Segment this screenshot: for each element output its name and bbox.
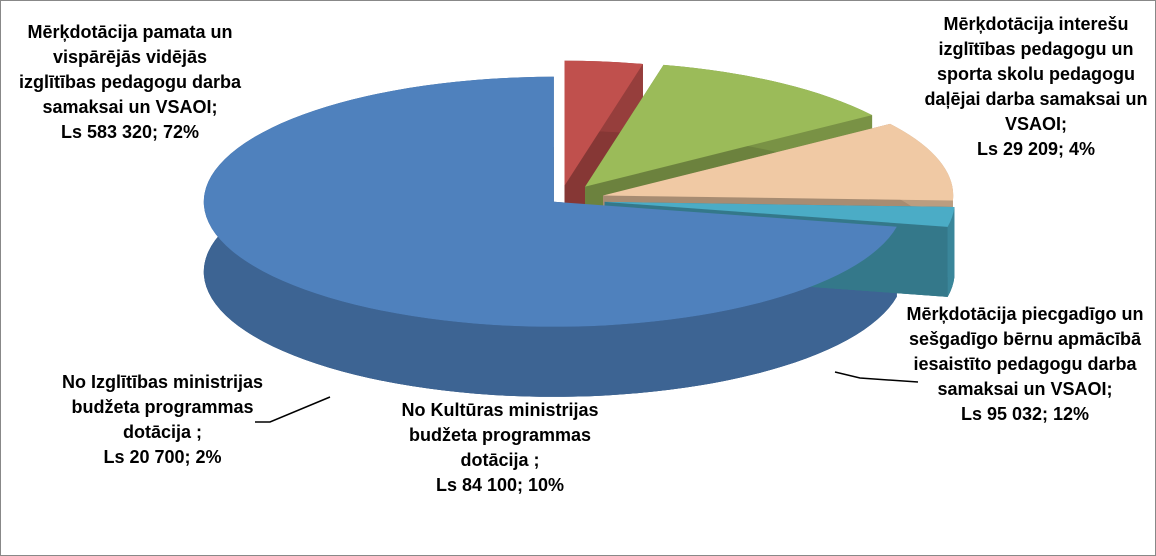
slice-category: No Izglītības ministrijas budžeta progra… [61, 372, 264, 442]
slice-value: Ls 583 320; 72% [60, 122, 200, 142]
slice-value: Ls 84 100; 10% [435, 475, 565, 495]
slice-label: Mērķdotācija interešu izglītības pedagog… [922, 12, 1150, 162]
slice-value: Ls 20 700; 2% [103, 447, 222, 467]
slice-category: Mērķdotācija pamata un vispārējās vidējā… [18, 22, 242, 117]
slice-edge [947, 207, 955, 297]
slice-label: Mērķdotācija piecgadīgo un sešgadīgo bēr… [905, 302, 1145, 427]
slice-label: Mērķdotācija pamata un vispārējās vidējā… [15, 20, 245, 145]
slice-value: Ls 29 209; 4% [976, 139, 1096, 159]
slice-category: Mērķdotācija interešu izglītības pedagog… [924, 14, 1148, 134]
slice-label: No Izglītības ministrijas budžeta progra… [50, 370, 275, 470]
slice-value: Ls 95 032; 12% [960, 404, 1090, 424]
pie-slice [585, 64, 873, 187]
leader-line [255, 396, 331, 423]
pie-slice [603, 123, 954, 201]
pie-slice [604, 201, 955, 227]
slice-edge-shade [947, 207, 955, 297]
leader-line [834, 371, 919, 383]
pie-slice [203, 76, 897, 327]
slice-category: No Kultūras ministrijas budžeta programm… [401, 400, 599, 470]
pie-slice [564, 60, 643, 186]
slice-category: Mērķdotācija piecgadīgo un sešgadīgo bēr… [906, 304, 1144, 399]
slice-label: No Kultūras ministrijas budžeta programm… [395, 398, 605, 498]
